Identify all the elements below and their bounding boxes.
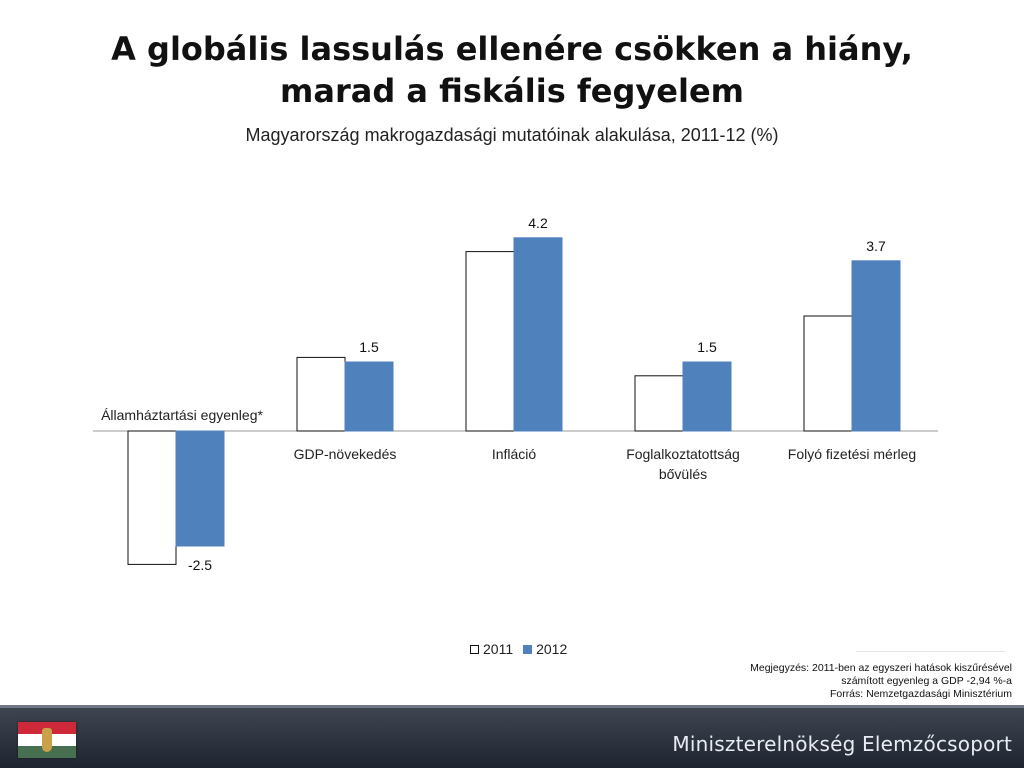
data-label-3: 1.5 <box>697 339 717 355</box>
data-label-2: 4.2 <box>528 215 548 231</box>
chart-legend: 2011 2012 <box>470 641 567 657</box>
bar-2011-2 <box>465 251 515 432</box>
legend-swatch-2011 <box>470 644 479 654</box>
title-line-1: A globális lassulás ellenére csökken a h… <box>111 30 913 68</box>
category-label-0-0: Államháztartási egyenleg* <box>101 407 263 423</box>
legend-label-2012: 2012 <box>536 641 568 657</box>
category-label-3-1: bővülés <box>659 466 707 482</box>
slide-title: A globális lassulás ellenére csökken a h… <box>0 28 1024 112</box>
bar-chart: -2.5 Államháztartási egyenleg* 1.5 GDP-növe… <box>93 215 938 573</box>
note-text-2: számított egyenleg a GDP -2,94 %-a <box>841 675 1012 687</box>
category-label-3-0: Foglalkoztatottság <box>626 446 740 462</box>
chart-subtitle: Magyarország makrogazdasági mutatóinak a… <box>245 125 779 145</box>
note-divider <box>856 651 1006 652</box>
hungarian-flag-icon <box>18 722 76 758</box>
note-source: Forrás: Nemzetgazdasági Minisztérium <box>829 688 1012 700</box>
note-label: Megjegyzés: <box>750 662 810 674</box>
bar-2012-1 <box>344 361 394 432</box>
bar-2012-0 <box>175 430 225 547</box>
data-label-1: 1.5 <box>359 339 379 355</box>
bar-2012-2 <box>513 237 563 432</box>
bar-2011-3 <box>634 375 684 432</box>
legend-swatch-2012 <box>523 644 533 654</box>
title-line-2: marad a fiskális fegyelem <box>280 72 744 110</box>
footer-organization: Miniszterelnökség Elemzőcsoport <box>672 732 1012 756</box>
bar-2012-3 <box>682 361 732 432</box>
legend-item-2011: 2011 <box>470 641 513 657</box>
bar-2011-4 <box>803 315 853 432</box>
category-label-2-0: Infláció <box>492 446 537 462</box>
footer-bar: Miniszterelnökség Elemzőcsoport <box>0 705 1024 768</box>
data-label-0: -2.5 <box>188 557 212 573</box>
bar-2011-0 <box>127 430 177 565</box>
category-label-1-0: GDP-növekedés <box>294 446 397 462</box>
bar-2011-1 <box>296 356 346 432</box>
legend-label-2011: 2011 <box>483 641 514 657</box>
footnote: Megjegyzés: 2011-ben az egyszeri hatások… <box>750 662 1012 701</box>
category-label-4-0: Folyó fizetési mérleg <box>788 446 916 462</box>
data-label-4: 3.7 <box>866 238 886 254</box>
bar-2012-4 <box>851 260 901 432</box>
note-text-1: 2011-ben az egyszeri hatások kiszűréséve… <box>812 662 1012 674</box>
legend-item-2012: 2012 <box>523 641 567 657</box>
